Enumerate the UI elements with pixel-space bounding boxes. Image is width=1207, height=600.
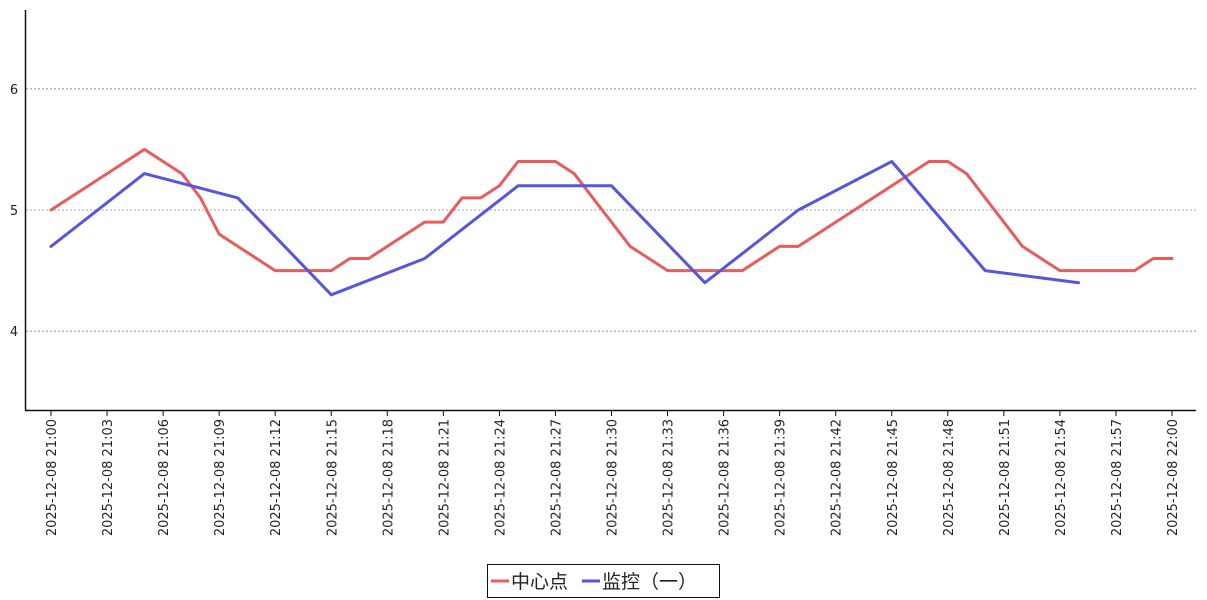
x-tick-label-8: 2025-12-08 21:24: [493, 419, 508, 536]
series-line-0: [49, 147, 1174, 273]
x-tick-label-5: 2025-12-08 21:15: [325, 419, 340, 536]
x-tick-label-2: 2025-12-08 21:06: [157, 419, 172, 536]
y-tick-label-1: 5: [10, 204, 18, 219]
x-tick-label-19: 2025-12-08 21:57: [1110, 419, 1125, 536]
x-tick-labels: 2025-12-08 21:00 2025-12-08 21:03 2025-12-…: [45, 411, 1181, 536]
series-lines: [49, 147, 1174, 297]
x-tick-label-20: 2025-12-08 22:00: [1166, 419, 1181, 536]
legend-label-monitor-1[interactable]: 监控（一）: [602, 571, 697, 593]
legend-label-center-point[interactable]: 中心点: [511, 571, 568, 593]
x-tick-label-18: 2025-12-08 21:54: [1054, 419, 1069, 536]
x-tick-label-9: 2025-12-08 21:27: [549, 419, 564, 536]
x-tick-label-11: 2025-12-08 21:33: [662, 419, 677, 536]
x-tick-label-3: 2025-12-08 21:09: [213, 419, 228, 536]
legend-box: [487, 564, 720, 598]
x-tick-label-0: 2025-12-08 21:00: [45, 419, 60, 536]
series-line-1: [49, 160, 1081, 297]
x-tick-label-17: 2025-12-08 21:51: [998, 419, 1013, 536]
legend[interactable]: 中心点 监控（一）: [487, 564, 720, 598]
x-tick-label-16: 2025-12-08 21:48: [942, 419, 957, 536]
grid-lines: [26, 88, 1196, 332]
y-tick-label-0: 4: [10, 325, 18, 340]
x-tick-label-12: 2025-12-08 21:36: [718, 419, 733, 536]
x-tick-label-13: 2025-12-08 21:39: [774, 419, 789, 536]
x-tick-label-15: 2025-12-08 21:45: [886, 419, 901, 536]
y-tick-label-2: 6: [10, 83, 18, 98]
x-tick-label-6: 2025-12-08 21:18: [381, 419, 396, 536]
x-tick-label-10: 2025-12-08 21:30: [606, 419, 621, 536]
x-tick-label-4: 2025-12-08 21:12: [269, 419, 284, 536]
x-tick-label-1: 2025-12-08 21:03: [101, 419, 116, 536]
x-tick-label-7: 2025-12-08 21:21: [437, 419, 452, 536]
x-tick-label-14: 2025-12-08 21:42: [830, 419, 845, 536]
y-tick-labels: 4 5 6: [10, 83, 18, 340]
